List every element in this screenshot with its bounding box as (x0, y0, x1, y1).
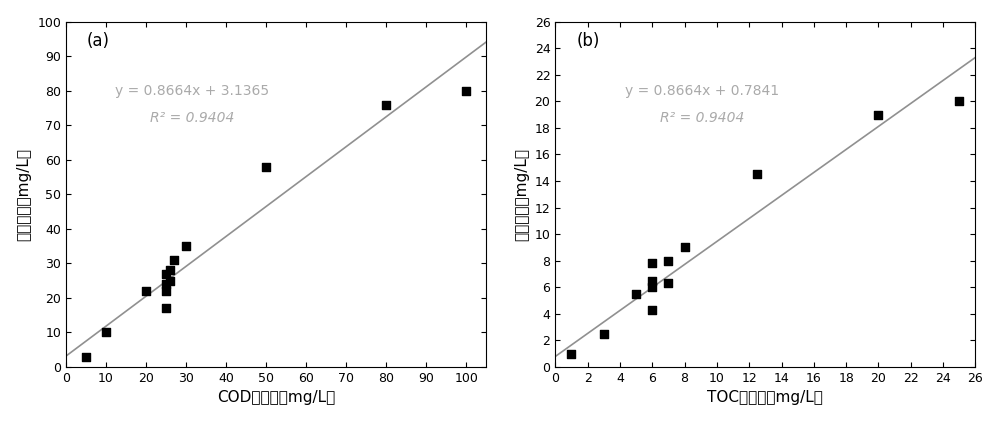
Point (166, 257, 182, 263)
Text: y = 0.8664x + 3.1365: y = 0.8664x + 3.1365 (115, 84, 269, 98)
Text: (a): (a) (87, 32, 110, 50)
Point (660, 280, 676, 287)
Point (644, 284, 660, 291)
Point (563, 350, 579, 357)
Point (98, 329, 114, 336)
Point (258, 163, 274, 170)
Point (660, 257, 676, 264)
X-axis label: COD浓度值（mg/L）: COD浓度值（mg/L） (217, 390, 335, 406)
Text: y = 0.8664x + 0.7841: y = 0.8664x + 0.7841 (625, 84, 779, 98)
Point (158, 305, 174, 311)
Text: R² = 0.9404: R² = 0.9404 (660, 111, 745, 125)
Y-axis label: 预测结果（mg/L）: 预测结果（mg/L） (514, 148, 529, 241)
Point (178, 243, 194, 249)
Point (596, 330, 612, 337)
Point (628, 290, 644, 297)
Point (158, 287, 174, 294)
Point (677, 244, 693, 251)
Point (644, 277, 660, 284)
Point (378, 101, 394, 108)
Point (749, 171, 765, 178)
Text: (b): (b) (576, 32, 600, 50)
Point (951, 98, 967, 105)
Text: R² = 0.9404: R² = 0.9404 (150, 111, 234, 125)
Point (162, 277, 178, 284)
Y-axis label: 预测结果（mg/L）: 预测结果（mg/L） (17, 148, 32, 241)
Point (158, 271, 174, 277)
Point (162, 267, 178, 273)
Point (78, 353, 94, 360)
Point (644, 260, 660, 267)
X-axis label: TOC浓度值（mg/L）: TOC浓度值（mg/L） (707, 390, 823, 406)
Point (458, 87, 474, 94)
Point (158, 281, 174, 287)
Point (138, 287, 154, 294)
Point (870, 111, 886, 118)
Point (644, 306, 660, 313)
